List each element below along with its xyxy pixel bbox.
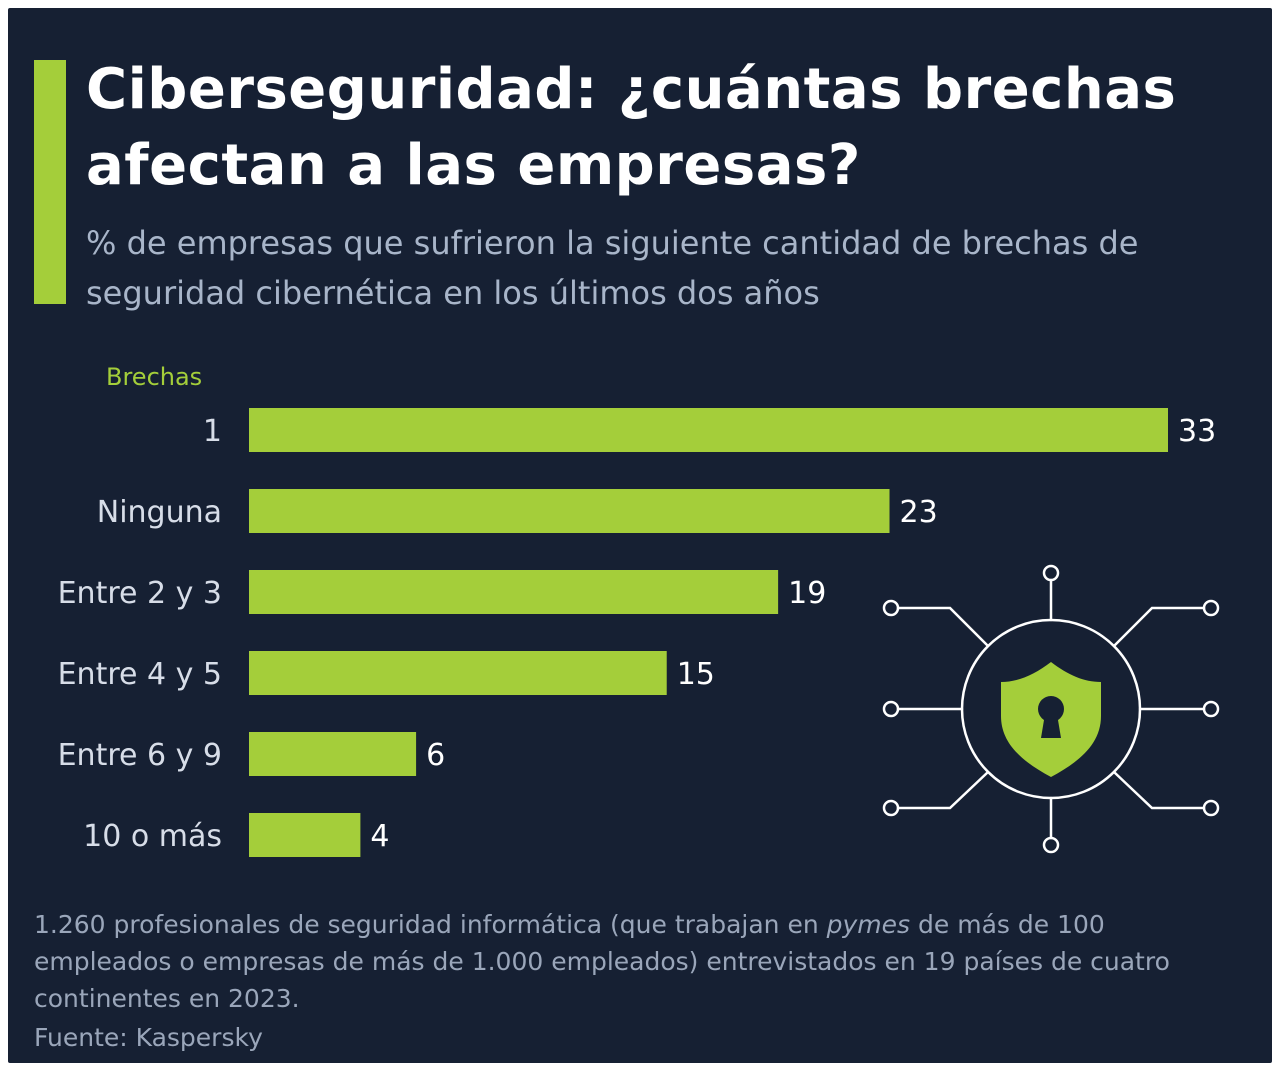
value-label: 19: [788, 576, 826, 611]
category-label: 10 o más: [83, 819, 222, 854]
bar: [249, 732, 417, 776]
shield-lock-circuit-icon: [882, 564, 1220, 854]
bar: [249, 489, 890, 533]
category-axis-label: Brechas: [106, 363, 203, 391]
footnote: 1.260 profesionales de seguridad informá…: [34, 910, 1170, 1013]
bar: [249, 651, 667, 695]
category-label: Entre 2 y 3: [58, 576, 222, 611]
bar: [249, 408, 1168, 452]
category-label: 1: [203, 414, 222, 449]
bar: [249, 813, 361, 857]
title-accent-bar: [34, 60, 66, 304]
source-credit: Fuente: Kaspersky: [34, 1023, 263, 1052]
chart-subtitle: % de empresas que sufrieron la siguiente…: [86, 224, 1139, 312]
chart-title: Ciberseguridad: ¿cuántas brechas afectan…: [86, 57, 1177, 198]
value-label: 23: [900, 495, 938, 530]
value-label: 4: [370, 819, 389, 854]
bar: [249, 570, 779, 614]
category-label: Ninguna: [97, 495, 222, 530]
value-label: 6: [426, 738, 445, 773]
value-label: 15: [677, 657, 715, 692]
category-label: Entre 4 y 5: [58, 657, 222, 692]
value-label: 33: [1178, 414, 1216, 449]
infographic-card: [8, 8, 1272, 1063]
category-label: Entre 6 y 9: [58, 738, 222, 773]
